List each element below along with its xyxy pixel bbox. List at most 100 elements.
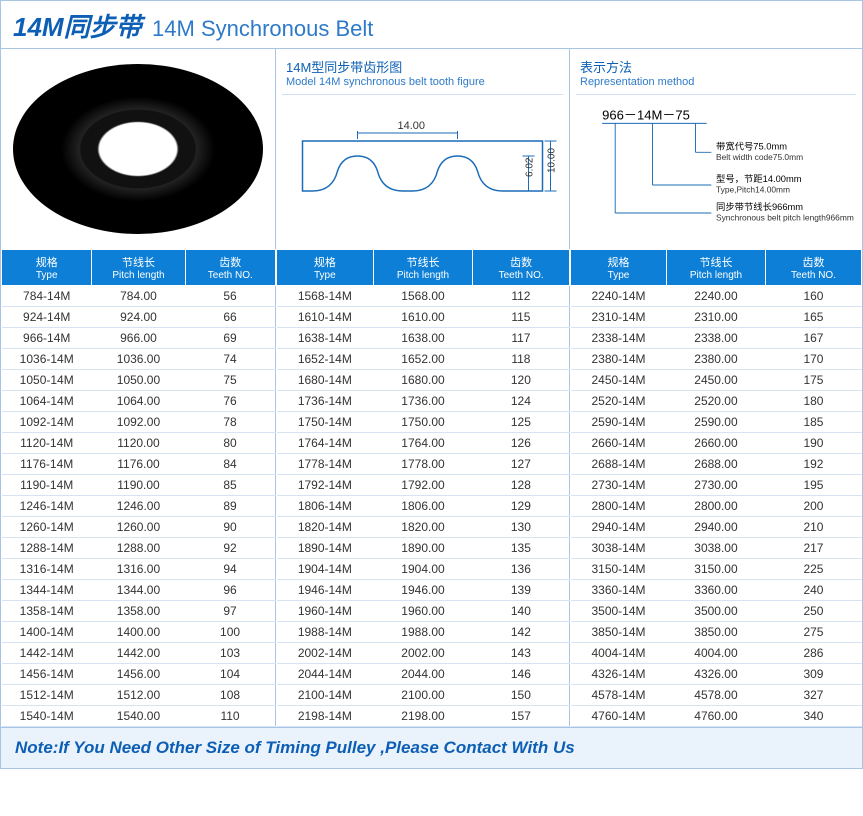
table-cell: 1638-14M [277, 328, 374, 349]
table-cell: 2100-14M [277, 685, 374, 706]
table-cell: 74 [185, 349, 275, 370]
table-cell: 2800.00 [667, 496, 766, 517]
dim-pitch: 14.00 [398, 120, 426, 132]
tooth-figure-panel: 14M型同步带齿形图 Model 14M synchronous belt to… [276, 49, 570, 249]
table-cell: 165 [765, 307, 861, 328]
table-cell: 4578.00 [667, 685, 766, 706]
table-cell: 96 [185, 580, 275, 601]
table-cell: 1610-14M [277, 307, 374, 328]
table-cell: 200 [765, 496, 861, 517]
table-cell: 130 [473, 517, 570, 538]
table-cell: 1820.00 [373, 517, 473, 538]
table-row: 1820-14M1820.00130 [277, 517, 570, 538]
table-cell: 1246-14M [2, 496, 92, 517]
table-cell: 3150-14M [571, 559, 667, 580]
table-cell: 135 [473, 538, 570, 559]
table-cell: 4760.00 [667, 706, 766, 727]
table-row: 2380-14M2380.00170 [571, 349, 862, 370]
table-row: 2198-14M2198.00157 [277, 706, 570, 727]
table-cell: 1358-14M [2, 601, 92, 622]
th-teeth: 齿数Teeth NO. [473, 250, 570, 286]
table-cell: 1890.00 [373, 538, 473, 559]
table-cell: 1610.00 [373, 307, 473, 328]
table-cell: 142 [473, 622, 570, 643]
dim-h1: 6.02 [525, 157, 536, 177]
table-row: 2800-14M2800.00200 [571, 496, 862, 517]
table-cell: 167 [765, 328, 861, 349]
table-cell: 340 [765, 706, 861, 727]
table-cell: 85 [185, 475, 275, 496]
table-cell: 150 [473, 685, 570, 706]
table-cell: 3038-14M [571, 538, 667, 559]
table-cell: 966.00 [92, 328, 185, 349]
table-cell: 1036-14M [2, 349, 92, 370]
table-cell: 3850-14M [571, 622, 667, 643]
table-cell: 2198.00 [373, 706, 473, 727]
table-cell: 2002.00 [373, 643, 473, 664]
table-cell: 210 [765, 517, 861, 538]
spec-table-2: 规格Type 节线长Pitch length 齿数Teeth NO. 1568-… [276, 249, 570, 727]
table-cell: 2198-14M [277, 706, 374, 727]
table-row: 2002-14M2002.00143 [277, 643, 570, 664]
table-cell: 1904.00 [373, 559, 473, 580]
table-cell: 1820-14M [277, 517, 374, 538]
table-cell: 1568.00 [373, 286, 473, 307]
table-cell: 2940.00 [667, 517, 766, 538]
table-row: 1050-14M1050.0075 [2, 370, 276, 391]
th-pitch: 节线长Pitch length [373, 250, 473, 286]
rep-title-en: Representation method [580, 76, 852, 88]
table-cell: 924.00 [92, 307, 185, 328]
spec-table-3: 规格Type 节线长Pitch length 齿数Teeth NO. 2240-… [570, 249, 862, 727]
tables-section: 规格Type 节线长Pitch length 齿数Teeth NO. 784-1… [1, 249, 862, 727]
table-row: 1904-14M1904.00136 [277, 559, 570, 580]
table-row: 1358-14M1358.0097 [2, 601, 276, 622]
table-row: 1792-14M1792.00128 [277, 475, 570, 496]
table-row: 2590-14M2590.00185 [571, 412, 862, 433]
table-cell: 327 [765, 685, 861, 706]
title-cn: 14M同步带 [13, 12, 142, 42]
table-cell: 1568-14M [277, 286, 374, 307]
table-row: 2450-14M2450.00175 [571, 370, 862, 391]
table-cell: 2590-14M [571, 412, 667, 433]
table-cell: 1064-14M [2, 391, 92, 412]
table-row: 1400-14M1400.00100 [2, 622, 276, 643]
table-cell: 1344.00 [92, 580, 185, 601]
table-row: 1946-14M1946.00139 [277, 580, 570, 601]
table-cell: 90 [185, 517, 275, 538]
table-cell: 103 [185, 643, 275, 664]
table-cell: 127 [473, 454, 570, 475]
table-cell: 1512.00 [92, 685, 185, 706]
table-row: 1036-14M1036.0074 [2, 349, 276, 370]
table-cell: 1792.00 [373, 475, 473, 496]
table-cell: 1540-14M [2, 706, 92, 727]
table-row: 924-14M924.0066 [2, 307, 276, 328]
table-cell: 110 [185, 706, 275, 727]
tooth-title-cn: 14M型同步带齿形图 [286, 57, 559, 76]
th-pitch: 节线长Pitch length [667, 250, 766, 286]
table-row: 784-14M784.0056 [2, 286, 276, 307]
table-cell: 140 [473, 601, 570, 622]
th-teeth: 齿数Teeth NO. [185, 250, 275, 286]
rep-l2-en: Type,Pitch14.00mm [716, 184, 790, 194]
table-row: 1064-14M1064.0076 [2, 391, 276, 412]
table-cell: 1736.00 [373, 391, 473, 412]
table-cell: 1652.00 [373, 349, 473, 370]
table-cell: 2310.00 [667, 307, 766, 328]
table-cell: 2044-14M [277, 664, 374, 685]
table-cell: 1946.00 [373, 580, 473, 601]
tbody-3: 2240-14M2240.001602310-14M2310.001652338… [571, 286, 862, 727]
table-row: 1736-14M1736.00124 [277, 391, 570, 412]
th-type: 规格Type [571, 250, 667, 286]
belt-image-panel [1, 49, 276, 249]
tbody-2: 1568-14M1568.001121610-14M1610.001151638… [277, 286, 570, 727]
table-row: 4004-14M4004.00286 [571, 643, 862, 664]
table-row: 2660-14M2660.00190 [571, 433, 862, 454]
th-teeth: 齿数Teeth NO. [765, 250, 861, 286]
table-cell: 3360.00 [667, 580, 766, 601]
th-pitch: 节线长Pitch length [92, 250, 185, 286]
table-cell: 1750-14M [277, 412, 374, 433]
table-row: 4326-14M4326.00309 [571, 664, 862, 685]
table-cell: 2688-14M [571, 454, 667, 475]
table-cell: 4578-14M [571, 685, 667, 706]
table-cell: 78 [185, 412, 275, 433]
